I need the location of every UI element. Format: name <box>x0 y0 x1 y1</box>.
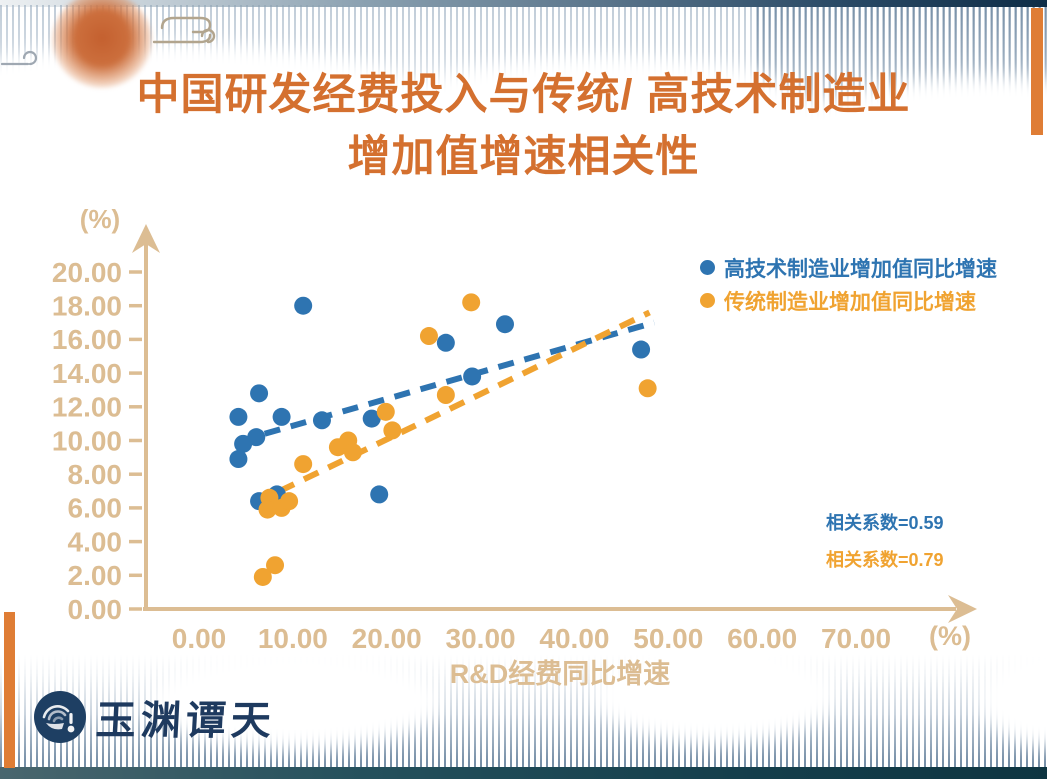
scatter-dot-series-0 <box>250 384 269 403</box>
chart-data-points <box>229 293 657 586</box>
scatter-dot-series-0 <box>495 315 514 334</box>
scatter-dot-series-1 <box>638 379 657 398</box>
y-tick-label: 12.00 <box>52 392 122 423</box>
page-title: 中国研发经费投入与传统/ 高技术制造业 增加值增速相关性 <box>0 64 1047 188</box>
x-tick-label: 20.00 <box>352 623 422 654</box>
correlation-label-hightech: 相关系数=0.59 <box>826 513 944 533</box>
y-axis-arrow <box>132 224 160 253</box>
scatter-dot-series-0 <box>370 485 389 504</box>
scatter-dot-series-1 <box>383 421 402 440</box>
scatter-dot-series-0 <box>463 367 482 386</box>
bottom-wave-cut <box>595 648 835 743</box>
chart-ticks <box>129 270 142 611</box>
x-axis-unit-label: (%) <box>929 621 971 651</box>
page-title-line2: 增加值增速相关性 <box>347 133 700 181</box>
x-tick-label: 40.00 <box>539 623 609 654</box>
legend-item-hightech: 高技术制造业增加值同比增速 <box>700 251 997 284</box>
cloud-icon-small <box>0 50 38 66</box>
y-tick-label: 6.00 <box>68 493 123 524</box>
correlation-label-traditional: 相关系数=0.79 <box>826 550 944 570</box>
y-axis-unit-label: (%) <box>79 204 121 234</box>
top-wave-cut <box>390 58 820 178</box>
y-tick-label: 2.00 <box>68 560 123 591</box>
right-orange-accent-bar <box>1031 8 1043 135</box>
y-tick-label: 20.00 <box>52 257 122 288</box>
y-tick-label: 10.00 <box>52 425 122 456</box>
y-tick-label: 0.00 <box>68 594 123 625</box>
logo-text: 玉渊谭天 <box>94 697 278 744</box>
x-axis-title: R&D经费同比增速 <box>449 659 671 689</box>
x-tick-label: 30.00 <box>446 623 516 654</box>
x-tick-label: 50.00 <box>633 623 703 654</box>
logo-bird-icon <box>34 691 86 743</box>
left-orange-accent-bar <box>4 612 15 768</box>
scatter-dot-series-0 <box>294 296 313 315</box>
scatter-dot-series-1 <box>462 293 481 312</box>
scatter-dot-series-1 <box>419 327 438 346</box>
scatter-dot-series-0 <box>229 407 248 426</box>
x-tick-label: 60.00 <box>727 623 797 654</box>
y-tick-label: 18.00 <box>52 291 122 322</box>
legend-label-traditional: 传统制造业增加值同比增速 <box>724 290 976 314</box>
scatter-dot-series-0 <box>632 340 651 359</box>
sun-graphic <box>52 0 152 88</box>
top-accent-bar <box>0 0 1047 7</box>
y-tick-label: 4.00 <box>68 526 123 557</box>
page-title-line1: 中国研发经费投入与传统/ 高技术制造业 <box>136 71 911 119</box>
cloud-icon <box>152 16 216 44</box>
scatter-dot-series-1 <box>253 567 272 586</box>
scatter-dot-series-0 <box>362 409 381 428</box>
y-tick-label: 14.00 <box>52 358 122 389</box>
x-tick-label: 70.00 <box>821 623 891 654</box>
scatter-dot-series-1 <box>436 386 455 405</box>
bottom-wave-cut <box>150 654 440 749</box>
scatter-dot-series-0 <box>312 411 331 430</box>
scatter-dot-series-0 <box>234 434 253 453</box>
bottom-teal-bar <box>0 767 1047 779</box>
y-tick-label: 16.00 <box>52 324 122 355</box>
legend-item-traditional: 传统制造业增加值同比增速 <box>700 284 997 317</box>
trend-line-series-0 <box>263 319 656 437</box>
scatter-dot-series-0 <box>229 450 248 469</box>
chart-tick-labels: 20.0018.0016.0014.0012.0010.008.006.004.… <box>52 257 891 654</box>
legend-dot-hightech-icon <box>700 260 715 275</box>
scatter-dot-series-0 <box>436 333 455 352</box>
x-tick-label: 0.00 <box>172 623 227 654</box>
scatter-dot-series-1 <box>376 402 395 421</box>
legend-dot-traditional-icon <box>700 293 715 308</box>
y-tick-label: 8.00 <box>68 459 123 490</box>
chart-axes <box>132 224 977 623</box>
trend-line-series-1 <box>254 309 651 506</box>
x-tick-label: 10.00 <box>258 623 328 654</box>
scatter-dot-series-0 <box>272 407 291 426</box>
chart-legend: 高技术制造业增加值同比增速 传统制造业增加值同比增速 <box>700 251 997 317</box>
scatter-dot-series-1 <box>294 455 313 474</box>
scatter-dot-series-1 <box>266 556 285 575</box>
legend-label-hightech: 高技术制造业增加值同比增速 <box>724 257 997 281</box>
scatter-dot-series-1 <box>280 492 299 511</box>
logo: 玉渊谭天 <box>34 688 278 746</box>
scatter-dot-series-1 <box>258 500 277 519</box>
chart-trend-lines <box>254 309 656 506</box>
scatter-dot-series-1 <box>343 443 362 462</box>
x-axis-arrow <box>948 595 977 623</box>
